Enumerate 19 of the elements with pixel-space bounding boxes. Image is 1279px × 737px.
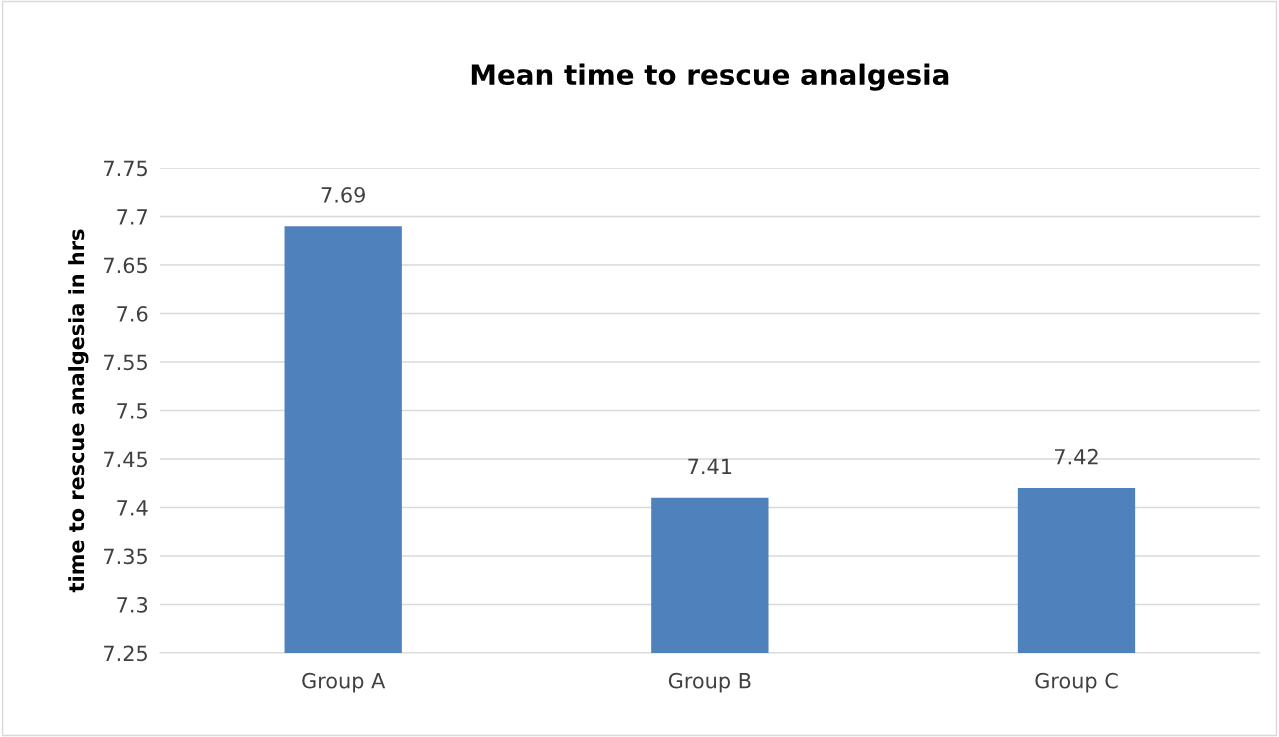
y-tick-label: 7.4 — [117, 500, 148, 516]
chart-title: Mean time to rescue analgesia — [471, 63, 949, 91]
y-tick-label: 7.45 — [104, 451, 147, 468]
data-label: 7.69 — [321, 186, 365, 203]
y-tick-label: 7.5 — [117, 403, 147, 419]
x-tick-label: Group B — [668, 672, 751, 693]
y-tick-label: 7.7 — [117, 209, 147, 225]
x-tick-label: Group A — [302, 672, 386, 693]
y-axis-title: time to rescue analgesia in hrs — [68, 229, 89, 593]
data-label: 7.41 — [688, 458, 732, 475]
y-tick-label: 7.65 — [104, 257, 147, 274]
data-label: 7.42 — [1055, 448, 1098, 465]
y-tick-label: 7.55 — [104, 354, 147, 371]
y-tick-label: 7.75 — [104, 160, 147, 177]
y-tick-label: 7.35 — [104, 548, 147, 565]
x-tick-label: Group C — [1035, 672, 1118, 693]
y-tick-label: 7.25 — [104, 645, 147, 662]
y-tick-label: 7.6 — [117, 305, 148, 322]
y-tick-label: 7.3 — [117, 596, 148, 613]
